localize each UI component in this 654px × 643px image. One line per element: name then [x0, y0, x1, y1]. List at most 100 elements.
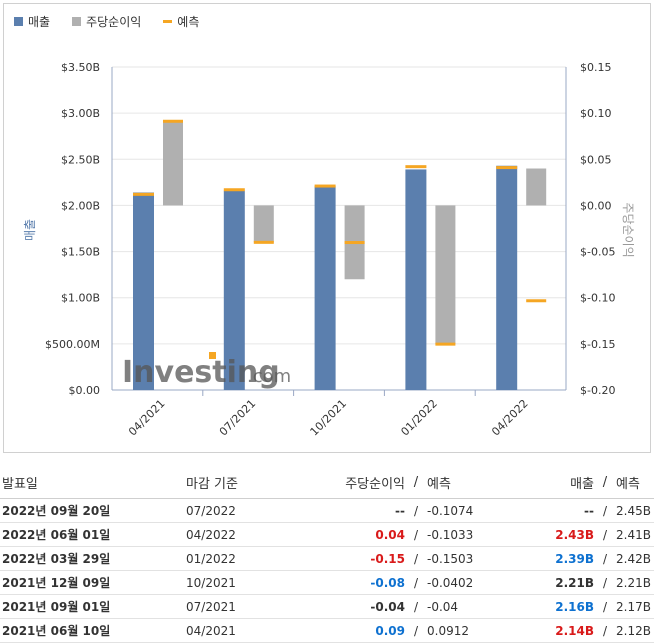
x-tick-label: 01/2022 — [398, 397, 440, 439]
legend-item-forecast[interactable]: 예측 — [163, 12, 199, 30]
revenue-bar — [223, 190, 245, 390]
table-row: 2021년 06월 10일 04/2021 0.09/0.0912 2.14B/2.1… — [0, 618, 654, 643]
earnings-chart-panel: 매출 주당순이익 예측 $3.50B $3.00B $2.50B $2.00B $1.5… — [3, 3, 651, 453]
row-revenue-forecast: 2.42B — [614, 546, 654, 571]
y-right-axis-title: 주당순이익 — [621, 202, 635, 257]
row-revenue: 2.39B — [524, 546, 596, 571]
y-right-tick-label: $0.15 — [580, 61, 612, 74]
eps-bar — [435, 205, 456, 344]
col-header-eps: 주당순이익 — [293, 466, 407, 499]
eps-bar — [163, 122, 183, 206]
row-eps-forecast: -0.0402 — [425, 570, 524, 595]
table-row: 2021년 12월 09일 10/2021 -0.08/-0.0402 2.21B/2… — [0, 570, 654, 595]
y-left-tick-label: $1.50B — [61, 246, 100, 259]
investing-watermark-logo: Investing — [122, 355, 280, 390]
row-separator: / — [596, 522, 614, 547]
row-eps-forecast: -0.1503 — [425, 546, 524, 571]
col-header-revenue: 매출 — [524, 466, 596, 499]
table-row: 2022년 06월 01일 04/2022 0.04/-0.1033 2.43B/2.… — [0, 522, 654, 547]
y-left-axis-title: 매출 — [23, 219, 37, 241]
row-eps-forecast: -0.04 — [425, 594, 524, 619]
revenue-bar — [405, 169, 427, 390]
row-period: 07/2022 — [184, 498, 293, 523]
eps-forecast-mark — [344, 241, 365, 245]
legend-item-eps[interactable]: 주당순이익 — [72, 12, 141, 30]
row-separator: / — [407, 594, 425, 619]
row-separator: / — [407, 522, 425, 547]
revenue-bar — [314, 186, 336, 390]
row-revenue: 2.43B — [524, 522, 596, 547]
row-period: 04/2022 — [184, 522, 293, 547]
revenue-forecast-mark — [405, 165, 427, 169]
row-eps-forecast: 0.0912 — [425, 618, 524, 643]
watermark-dot — [209, 352, 216, 359]
revenue-forecast-mark — [496, 166, 518, 170]
row-revenue-forecast: 2.12B — [614, 618, 654, 643]
row-date: 2021년 12월 09일 — [0, 570, 184, 595]
row-separator: / — [596, 546, 614, 571]
row-eps: -0.08 — [293, 570, 407, 595]
eps-bar — [526, 168, 547, 206]
chart-legend: 매출 주당순이익 예측 — [14, 12, 199, 30]
row-revenue-forecast: 2.17B — [614, 594, 654, 619]
revenue-forecast-mark — [133, 192, 154, 196]
legend-label: 매출 — [28, 14, 51, 29]
y-left-tick-label: $2.00B — [61, 199, 100, 212]
col-header-date[interactable]: 발표일 — [0, 466, 184, 499]
y-left-tick-label: $500.00M — [45, 338, 100, 351]
x-tick-label: 07/2021 — [217, 397, 259, 439]
y-left-tick-label: $3.00B — [61, 107, 100, 120]
col-header-sep: / — [596, 466, 614, 499]
y-right-tick-label: $-0.20 — [580, 384, 615, 397]
y-left-tick-label: $1.00B — [61, 292, 100, 305]
col-header-sep: / — [407, 466, 425, 499]
row-eps: 0.09 — [293, 618, 407, 643]
row-period: 01/2022 — [184, 546, 293, 571]
row-separator: / — [596, 498, 614, 523]
x-tick-label: 04/2022 — [489, 397, 531, 439]
row-eps-forecast: -0.1033 — [425, 522, 524, 547]
y-right-tick-label: $-0.10 — [580, 292, 615, 305]
row-date: 2021년 09월 01일 — [0, 594, 184, 619]
legend-swatch-forecast — [163, 19, 173, 23]
row-revenue-forecast: 2.45B — [614, 498, 654, 523]
row-eps: 0.04 — [293, 522, 407, 547]
y-right-tick-label: $-0.15 — [580, 338, 615, 351]
row-eps-forecast: -0.1074 — [425, 498, 524, 523]
table-row: 2022년 09월 20일 07/2022 -- / -0.1074 --/2.45B — [0, 498, 654, 523]
y-right-tick-label: $-0.05 — [580, 246, 615, 259]
row-period: 07/2021 — [184, 594, 293, 619]
eps-forecast-mark — [163, 119, 183, 123]
row-eps: -- — [293, 498, 407, 523]
legend-item-revenue[interactable]: 매출 — [14, 12, 50, 30]
row-separator: / — [596, 618, 614, 643]
eps-forecast-mark — [526, 299, 547, 303]
row-separator: / — [596, 594, 614, 619]
revenue-bar — [496, 165, 518, 390]
y-left-tick-label: $2.50B — [61, 153, 100, 166]
legend-label: 주당순이익 — [86, 14, 142, 29]
legend-swatch-eps — [72, 16, 82, 26]
eps-forecast-mark — [253, 240, 274, 244]
row-separator: / — [407, 618, 425, 643]
row-date: 2022년 03월 29일 — [0, 546, 184, 571]
row-separator: / — [407, 546, 425, 571]
y-right-tick-label: $0.05 — [580, 153, 612, 166]
table-row: 2022년 03월 29일 01/2022 -0.15/-0.1503 2.39B/2… — [0, 546, 654, 571]
x-tick-label: 04/2021 — [126, 397, 168, 439]
col-header-eps-forecast: 예측 — [425, 466, 524, 499]
earnings-table-body: 2022년 09월 20일 07/2022 -- / -0.1074 --/2.45B 20… — [0, 498, 654, 643]
row-separator: / — [596, 570, 614, 595]
row-eps: -0.15 — [293, 546, 407, 571]
row-revenue: 2.14B — [524, 618, 596, 643]
revenue-bar — [133, 192, 154, 390]
row-separator: / — [407, 570, 425, 595]
legend-label: 예측 — [177, 14, 200, 29]
eps-forecast-mark — [435, 342, 456, 346]
row-period: 04/2021 — [184, 618, 293, 643]
table-row: 2021년 09월 01일 07/2021 -0.04/-0.04 2.16B/2.1… — [0, 594, 654, 619]
x-tick-label: 10/2021 — [308, 397, 350, 439]
legend-swatch-revenue — [14, 16, 23, 26]
table-header-row: 발표일 마감 기준 주당순이익 / 예측 매출 / 예측 — [0, 466, 654, 499]
row-revenue: 2.21B — [524, 570, 596, 595]
